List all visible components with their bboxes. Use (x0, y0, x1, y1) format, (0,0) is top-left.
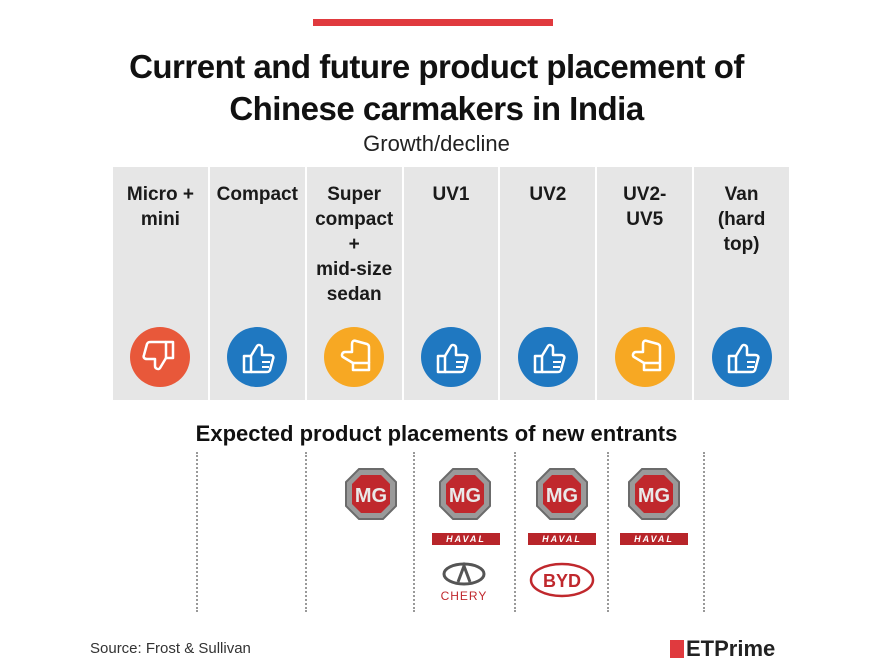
subtitle: Growth/decline (363, 131, 510, 156)
segment-label-line: UV5 (626, 209, 664, 230)
column-divider (196, 452, 198, 612)
thumbs-up-icon (517, 327, 578, 387)
segment-label: Super compact + mid-size sedan (307, 182, 402, 307)
segment-label-line: UV1 (432, 184, 470, 205)
byd-logo-text: BYD (543, 571, 581, 591)
brand-logo: ETPrime (670, 636, 775, 662)
mg-logo: MG (345, 468, 397, 520)
segment-label-line: mid-size (316, 259, 393, 280)
segment-label: Van (hard top) (694, 182, 789, 257)
segment-label-line: mini (140, 209, 180, 230)
segment-column: Micro + mini (113, 167, 208, 400)
source-note: Source: Frost & Sullivan (90, 640, 251, 657)
chery-logo: CHERY (441, 561, 488, 603)
segment-label-line: compact (315, 209, 394, 230)
page-title: Current and future product placement of … (0, 46, 873, 130)
column-divider (514, 452, 516, 612)
haval-logo: HAVAL (528, 533, 596, 545)
segment-column: UV2- UV5 (597, 167, 693, 400)
chery-logo-text: CHERY (441, 589, 488, 603)
segment-columns: Micro + mini Compact Super compact + mid-size s… (113, 167, 790, 400)
thumbs-up-icon (421, 327, 481, 387)
column-divider (607, 452, 609, 612)
mg-logo: MG (628, 468, 680, 520)
segment-label-line: Micro + (126, 184, 194, 205)
segment-label-line: (hard (717, 209, 766, 230)
section-title: Expected product placements of new entra… (195, 421, 678, 446)
segment-column: Super compact + mid-size sedan (306, 167, 402, 400)
segment-label-line: top) (723, 234, 760, 255)
thumbs-up-icon (227, 327, 288, 387)
mg-logo-text: MG (638, 485, 670, 507)
segment-label: UV1 (404, 182, 499, 207)
segment-label-line: + (348, 234, 360, 255)
column-divider (703, 452, 705, 612)
segment-label: Compact (210, 182, 305, 207)
segment-column: Van (hard top) (694, 167, 790, 400)
segment-label-line: sedan (326, 284, 382, 305)
column-divider (413, 452, 415, 612)
top-accent-bar (313, 19, 553, 26)
mg-logo-text: MG (546, 485, 578, 507)
mg-logo-text: MG (449, 485, 481, 507)
segment-label: UV2- UV5 (597, 182, 692, 232)
title-line-1: Current and future product placement of (129, 48, 744, 85)
segment-column: UV2 (500, 167, 596, 400)
column-divider (305, 452, 307, 612)
mg-logo: MG (536, 468, 588, 520)
thumbs-down-icon (130, 327, 191, 387)
thumb-sideways-icon (324, 327, 385, 387)
mg-logo: MG (439, 468, 491, 520)
segment-label-line: UV2 (529, 184, 567, 205)
segment-label-line: Compact (216, 184, 298, 205)
brand-mark-icon (670, 640, 684, 658)
haval-logo: HAVAL (620, 533, 688, 545)
segment-column: Compact (209, 167, 305, 400)
brand-name: ETPrime (686, 636, 776, 661)
segment-column: UV1 (403, 167, 499, 400)
byd-logo: BYD (529, 562, 595, 598)
segment-label-line: Super (327, 184, 382, 205)
haval-logo: HAVAL (432, 533, 500, 545)
thumb-sideways-icon (614, 327, 675, 387)
mg-logo-text: MG (355, 485, 387, 507)
segment-label: Micro + mini (113, 182, 208, 232)
thumbs-up-icon (711, 327, 772, 387)
segment-label: UV2 (500, 182, 595, 207)
title-line-2: Chinese carmakers in India (229, 90, 644, 127)
segment-label-line: Van (724, 184, 759, 205)
segment-label-line: UV2- (623, 184, 667, 205)
